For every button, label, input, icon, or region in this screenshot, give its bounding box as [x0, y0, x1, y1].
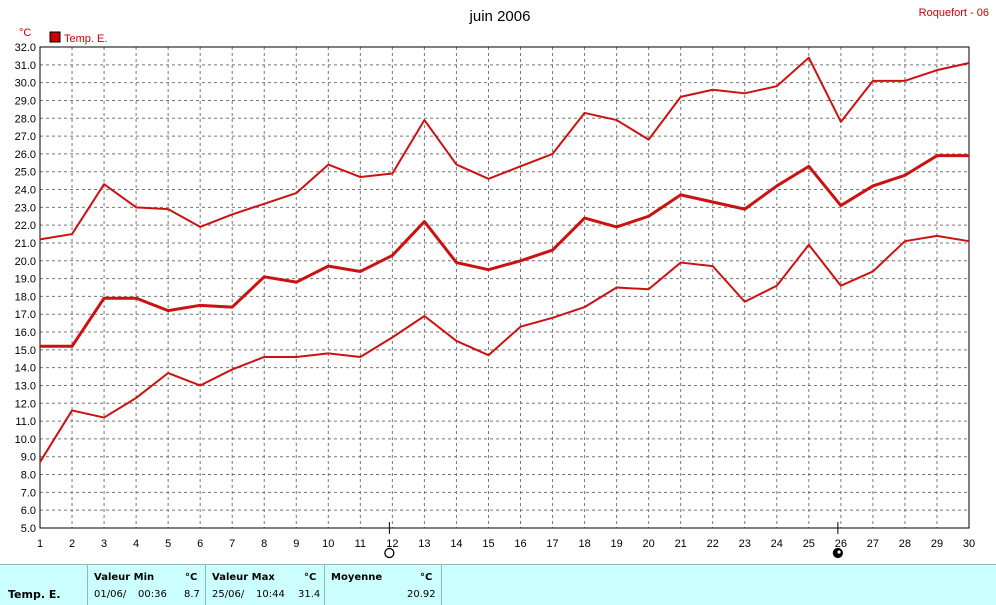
x-tick-labels: 1 2 3 4 5 6 7 8 9 10 11 12 13 14 15 16 17 18 19 20 21 22 23 24 2…: [37, 538, 975, 550]
chart-title: juin 2006: [469, 8, 531, 25]
y-tick-label: 7.0: [21, 487, 36, 499]
max-unit: °C: [304, 572, 317, 583]
min-label: Valeur Min: [94, 572, 155, 583]
x-tick-label: 30: [963, 538, 975, 550]
x-tick-label: 1: [37, 538, 43, 550]
y-tick-label: 18.0: [15, 291, 36, 303]
y-tick-label: 15.0: [15, 345, 36, 357]
y-tick-label: 21.0: [15, 238, 36, 250]
footer-divider: [324, 565, 325, 605]
x-tick-label: 18: [578, 538, 590, 550]
x-tick-label: 29: [931, 538, 943, 550]
y-tick-label: 28.0: [15, 113, 36, 125]
footer-max-cell: Valeur Max °C 25/06/ 10:44 31.4: [206, 565, 324, 605]
x-tick-label: 8: [261, 538, 267, 550]
mean-value: 20.92: [407, 589, 436, 600]
y-tick-label: 24.0: [15, 185, 36, 197]
x-tick-label: 13: [418, 538, 430, 550]
x-tick-label: 24: [771, 538, 783, 550]
full-moon-icon: [384, 547, 395, 559]
x-tick-label: 5: [165, 538, 171, 550]
y-tick-label: 19.0: [15, 274, 36, 286]
series-line-min: [39, 234, 970, 463]
x-tick-label: 6: [197, 538, 203, 550]
series-lines: [39, 56, 970, 463]
y-tick-label: 8.0: [21, 470, 36, 482]
min-unit: °C: [185, 572, 198, 583]
x-tick-label: 27: [867, 538, 879, 550]
y-unit-label: °C: [19, 27, 31, 39]
x-tick-label: 11: [355, 538, 366, 550]
y-tick-label: 5.0: [21, 523, 36, 535]
temperature-chart: 5.0 6.0 7.0 8.0 9.0 10.0 11.0 12.0 13.0 14.0 15.0 1…: [15, 7, 989, 559]
y-tick-label: 17.0: [15, 309, 36, 321]
x-tick-label: 25: [803, 538, 815, 550]
footer-min-cell: Valeur Min °C 01/06/ 00:36 8.7: [88, 565, 205, 605]
x-tick-label: 23: [739, 538, 751, 550]
footer-mean-cell: Moyenne °C 20.92: [325, 565, 441, 605]
y-tick-label: 29.0: [15, 95, 36, 107]
y-tick-label: 11.0: [15, 416, 36, 428]
y-tick-label: 14.0: [15, 363, 36, 375]
x-tick-label: 17: [546, 538, 558, 550]
min-value: 8.7: [184, 589, 200, 600]
moon-phase-markers: [384, 522, 843, 559]
y-tick-label: 12.0: [15, 398, 36, 410]
x-tick-label: 12: [386, 538, 398, 550]
footer-row-label: Temp. E.: [8, 588, 61, 601]
y-tick-label: 10.0: [15, 434, 36, 446]
y-tick-label: 25.0: [15, 167, 36, 179]
series-line-max: [39, 56, 970, 241]
legend-swatch: [49, 31, 61, 43]
station-name: Roquefort - 06: [919, 7, 989, 19]
max-time: 10:44: [256, 589, 285, 600]
x-tick-label: 7: [229, 538, 235, 550]
y-tick-label: 31.0: [15, 60, 36, 72]
y-tick-label: 9.0: [21, 452, 36, 464]
x-tick-label: 10: [322, 538, 334, 550]
x-tick-label: 21: [675, 538, 687, 550]
x-tick-label: 26: [835, 538, 847, 550]
y-tick-label: 20.0: [15, 256, 36, 268]
y-tick-labels: 5.0 6.0 7.0 8.0 9.0 10.0 11.0 12.0 13.0 14.0 15.0 1…: [15, 42, 36, 535]
x-tick-label: 28: [899, 538, 911, 550]
footer-divider: [87, 565, 88, 605]
footer-divider: [205, 565, 206, 605]
x-tick-label: 15: [482, 538, 494, 550]
x-tick-label: 2: [69, 538, 75, 550]
x-tick-label: 4: [133, 538, 139, 550]
min-date: 01/06/: [94, 589, 127, 600]
mean-unit: °C: [420, 572, 433, 583]
min-time: 00:36: [138, 589, 167, 600]
new-moon-icon: [832, 547, 843, 559]
y-tick-label: 23.0: [15, 202, 36, 214]
y-tick-label: 32.0: [15, 42, 36, 54]
legend-label: Temp. E.: [64, 33, 107, 45]
y-tick-label: 13.0: [15, 380, 36, 392]
y-tick-label: 6.0: [21, 505, 36, 517]
footer-row-label-cell: Temp. E.: [0, 565, 87, 605]
max-value: 31.4: [298, 589, 321, 600]
statistics-footer: Temp. E. Valeur Min °C 01/06/ 00:36 8.7 …: [0, 564, 996, 605]
x-tick-label: 19: [610, 538, 622, 550]
x-tick-label: 22: [707, 538, 719, 550]
x-tick-label: 16: [514, 538, 526, 550]
max-date: 25/06/: [212, 589, 245, 600]
y-tick-label: 16.0: [15, 327, 36, 339]
x-tick-label: 9: [293, 538, 299, 550]
y-tick-label: 27.0: [15, 131, 36, 143]
x-tick-label: 14: [450, 538, 462, 550]
x-tick-label: 3: [101, 538, 107, 550]
mean-label: Moyenne: [331, 572, 383, 583]
y-tick-label: 22.0: [15, 220, 36, 232]
series-line-mean: [40, 154, 969, 348]
x-tick-label: 20: [643, 538, 655, 550]
y-tick-label: 30.0: [15, 78, 36, 90]
max-label: Valeur Max: [212, 572, 275, 583]
plot-frame: [39, 46, 970, 529]
y-tick-label: 26.0: [15, 149, 36, 161]
chart-grid: [40, 47, 969, 528]
footer-divider: [441, 565, 442, 605]
